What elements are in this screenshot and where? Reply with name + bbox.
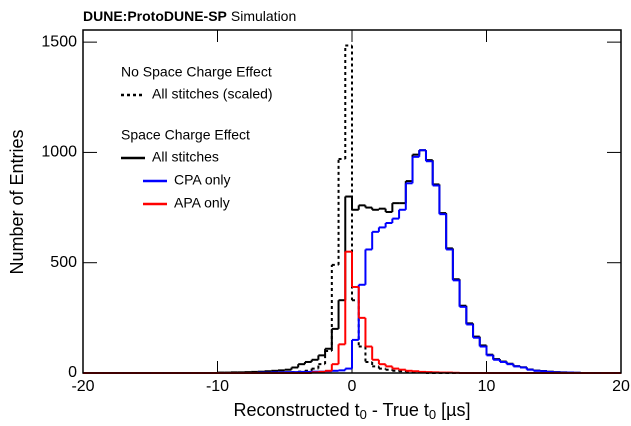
x-tick-label: -20: [71, 378, 94, 395]
legend-header: No Space Charge Effect: [121, 64, 272, 80]
title: Simulation: [231, 8, 296, 24]
x-tick-label: 10: [478, 378, 496, 395]
x-tick-label: 20: [612, 378, 630, 395]
x-label-part: Reconstructed t: [234, 400, 360, 420]
x-axis-label: Reconstructed t0 - True t0 [µs]: [234, 400, 471, 423]
x-label-part: - True t: [367, 400, 429, 420]
title-bold: DUNE:ProtoDUNE-SP: [83, 8, 227, 24]
chart-title: DUNE:ProtoDUNE-SP Simulation: [83, 8, 296, 24]
y-tick-label: 0: [68, 364, 77, 381]
subscript: 0: [360, 407, 367, 422]
x-tick-label: 0: [348, 378, 357, 395]
legend-label: All stitches: [152, 149, 219, 165]
legend-label: APA only: [174, 195, 230, 211]
legend-label: All stitches (scaled): [152, 86, 273, 102]
y-tick-label: 500: [50, 254, 77, 271]
subscript: 0: [429, 407, 436, 422]
y-tick-label: 1500: [41, 33, 77, 50]
legend-label: CPA only: [174, 172, 231, 188]
legend-header: Space Charge Effect: [121, 127, 250, 143]
y-axis-label: Number of Entries: [7, 129, 27, 274]
x-label-part: [µs]: [436, 400, 470, 420]
y-tick-label: 1000: [41, 144, 77, 161]
plot-frame: [82, 29, 622, 374]
x-tick-label: -10: [206, 378, 229, 395]
